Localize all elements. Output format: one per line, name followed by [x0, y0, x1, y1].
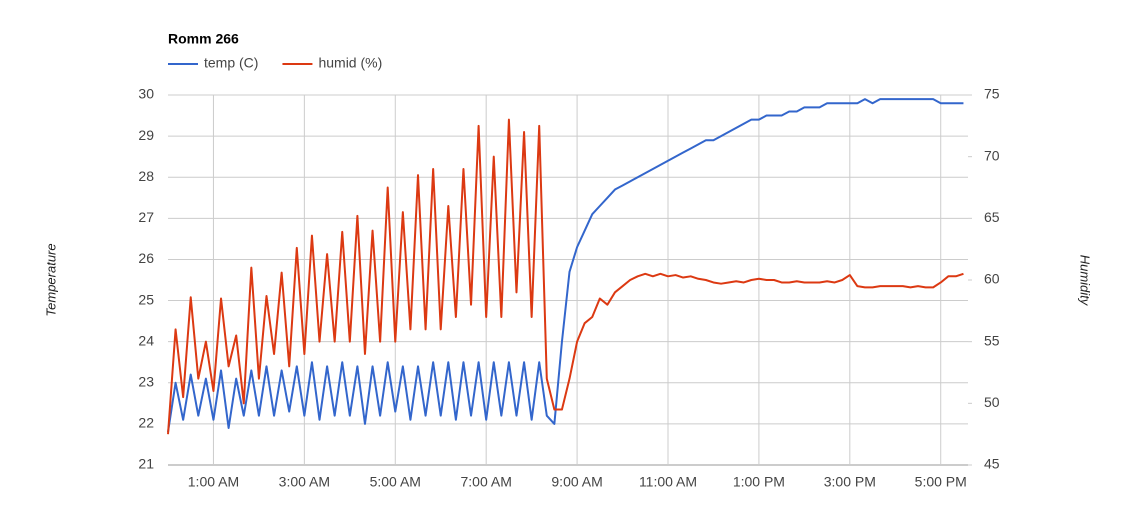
y-tick-label: 23 — [138, 373, 154, 389]
legend-label: temp (C) — [204, 55, 258, 71]
y-tick-label: 28 — [138, 168, 154, 184]
chart-title: Romm 266 — [168, 31, 239, 47]
y2-tick-label: 60 — [984, 271, 1000, 287]
y2-tick-label: 65 — [984, 209, 1000, 225]
line — [167, 98, 964, 433]
y-axis-title: Temperature — [43, 243, 58, 316]
x-tick-label: 5:00 AM — [370, 474, 421, 490]
x-tick-label: 11:00 AM — [639, 474, 697, 490]
x-tick-label: 1:00 PM — [733, 474, 785, 490]
y-tick-label: 30 — [138, 86, 154, 102]
y-tick-label: 24 — [138, 332, 154, 348]
y-tick-label: 25 — [138, 291, 154, 307]
x-tick-label: 3:00 PM — [824, 474, 876, 490]
y-tick-label: 22 — [138, 415, 154, 431]
y2-tick-label: 45 — [984, 456, 1000, 472]
y-tick-label: 26 — [138, 250, 154, 266]
x-tick-label: 9:00 AM — [551, 474, 602, 490]
x-tick-label: 7:00 AM — [460, 474, 511, 490]
y-tick-label: 29 — [138, 127, 154, 143]
x-tick-label: 3:00 AM — [279, 474, 330, 490]
legend-label: humid (%) — [318, 55, 382, 71]
y2-tick-label: 70 — [984, 147, 1000, 163]
x-tick-label: 1:00 AM — [188, 474, 239, 490]
x-tick-label: 5:00 PM — [915, 474, 967, 490]
y2-axis-title: Humidity — [1078, 255, 1093, 307]
y2-tick-label: 75 — [984, 86, 1000, 102]
y2-tick-label: 55 — [984, 332, 1000, 348]
y-tick-label: 27 — [138, 209, 154, 225]
y-tick-label: 21 — [138, 456, 154, 472]
y2-tick-label: 50 — [984, 394, 1000, 410]
line — [167, 118, 964, 435]
